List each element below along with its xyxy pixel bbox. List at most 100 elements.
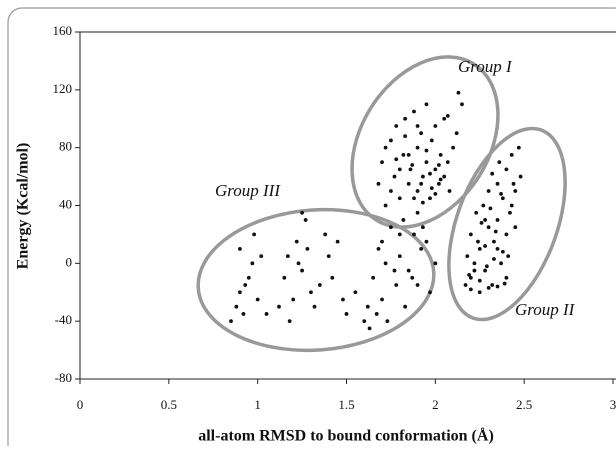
point [380, 297, 384, 302]
point [492, 239, 496, 244]
point [486, 225, 491, 230]
point [277, 304, 281, 309]
point [428, 290, 432, 295]
point [410, 163, 415, 167]
point [472, 261, 477, 266]
point [488, 206, 493, 211]
point [401, 218, 406, 222]
point [495, 218, 500, 222]
point [456, 90, 461, 95]
point [497, 160, 502, 165]
point [353, 290, 358, 295]
point [403, 134, 408, 139]
point [486, 286, 491, 290]
point [451, 145, 455, 150]
point [454, 131, 459, 136]
point [428, 171, 432, 176]
x-tick-label: 3 [610, 397, 616, 412]
point [326, 254, 331, 259]
x-tick-label: 1 [254, 397, 261, 412]
point [472, 268, 477, 273]
point [420, 225, 425, 230]
point [415, 189, 420, 193]
point [477, 246, 482, 251]
point [495, 284, 500, 289]
point [296, 261, 301, 266]
x-tick-label: 1.5 [338, 397, 354, 412]
point [513, 189, 518, 193]
point [415, 283, 420, 287]
cluster-outline [350, 55, 500, 229]
point [344, 312, 349, 316]
point [445, 160, 450, 165]
point [509, 203, 514, 208]
point [495, 246, 500, 251]
point [410, 275, 415, 280]
point [419, 181, 424, 186]
point [500, 249, 505, 254]
y-axis-title: Energy (Kcal/mol) [15, 143, 32, 270]
x-tick-label: 2.5 [516, 397, 532, 412]
point [428, 196, 432, 201]
point [394, 124, 399, 128]
point [406, 152, 411, 157]
point [238, 290, 242, 295]
point [516, 145, 521, 150]
point [433, 167, 438, 172]
frame [7, 7, 616, 451]
y-tick-label: 120 [53, 81, 73, 96]
point [380, 160, 384, 165]
point [500, 196, 505, 201]
point [238, 246, 242, 251]
x-axis-title: all-atom RMSD to bound conformation (Å) [198, 427, 494, 445]
point [509, 152, 514, 157]
point [463, 283, 468, 287]
point [389, 225, 393, 230]
point [264, 312, 269, 316]
point [371, 275, 376, 280]
annotation: Group II [515, 300, 576, 319]
point [438, 152, 443, 157]
point [483, 218, 487, 222]
point [383, 261, 388, 266]
point [397, 232, 402, 237]
point [429, 186, 434, 191]
point [389, 138, 393, 143]
point [447, 189, 452, 193]
point [486, 189, 491, 193]
point [424, 148, 429, 153]
point [394, 157, 399, 162]
y-tick-label: 80 [59, 139, 72, 154]
point [376, 181, 381, 186]
cluster-outline [447, 126, 567, 322]
x-tick-label: 0.5 [161, 397, 177, 412]
point [241, 312, 246, 316]
point [330, 275, 335, 280]
point [303, 218, 308, 222]
point [259, 254, 264, 259]
point [499, 192, 503, 196]
point [401, 152, 406, 157]
point [412, 232, 416, 237]
point [412, 109, 416, 114]
x-tick-label: 2 [432, 397, 439, 412]
point [250, 261, 255, 266]
point [467, 273, 471, 277]
point [506, 254, 511, 259]
annotation: Group III [215, 181, 281, 200]
point [415, 124, 420, 128]
point [504, 275, 509, 280]
point [492, 257, 496, 261]
point [460, 102, 464, 107]
point [385, 319, 390, 324]
point [394, 283, 399, 287]
point [287, 319, 292, 324]
point [511, 181, 516, 186]
point [362, 319, 367, 324]
point [420, 200, 425, 205]
point [484, 264, 489, 269]
point [367, 326, 372, 331]
point [291, 297, 296, 302]
point [424, 102, 429, 107]
